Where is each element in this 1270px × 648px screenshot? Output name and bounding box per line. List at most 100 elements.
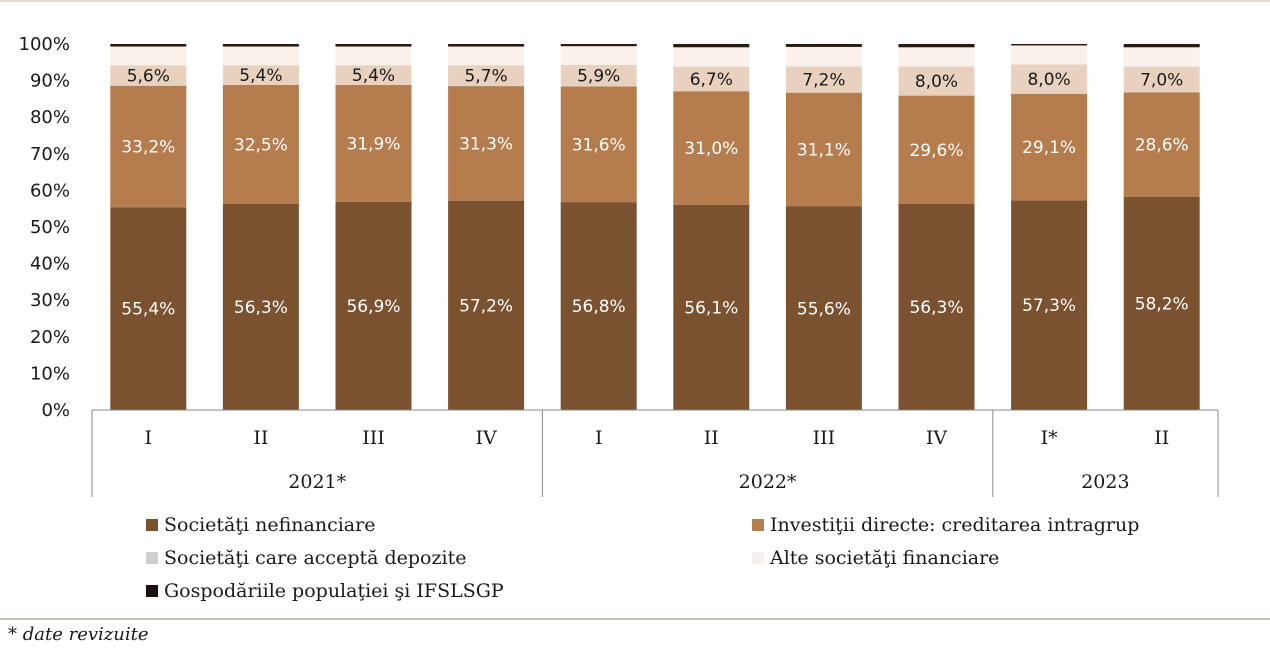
bar-segment [1123, 196, 1200, 410]
legend-swatch-nonfinancial [146, 519, 158, 531]
legend-label-deposit-taking: Societăţi care acceptă depozite [164, 547, 467, 569]
bar-segment [222, 44, 299, 47]
bar-segment [110, 46, 187, 66]
bar-segment [898, 203, 975, 410]
bar-segment [673, 44, 750, 48]
legend-label-households: Gospodăriile populaţiei şi IFSLSGP [164, 580, 504, 602]
data-label: 29,1% [1022, 138, 1076, 158]
bar-segment [110, 65, 187, 86]
bar-segment [1011, 45, 1088, 65]
bar-segment [1011, 64, 1088, 94]
bar-segment [785, 44, 862, 47]
x-group-label: 2021* [288, 471, 346, 493]
bar-segment [222, 84, 299, 204]
data-label: 5,4% [352, 66, 395, 86]
y-tick-label: 10% [30, 363, 70, 384]
bar-segment [1011, 200, 1088, 410]
y-tick-label: 40% [30, 254, 70, 275]
data-label: 5,6% [127, 66, 170, 86]
bar-segment [110, 44, 187, 47]
y-tick-label: 70% [30, 144, 70, 165]
data-label: 31,0% [684, 139, 738, 159]
x-tick-label: II [704, 427, 719, 449]
x-tick-label: III [813, 427, 836, 449]
bar-segment [448, 86, 525, 201]
x-tick-label: IV [926, 427, 948, 449]
x-tick-label: I [145, 427, 153, 449]
x-tick-label: III [362, 427, 385, 449]
data-label: 57,3% [1022, 296, 1076, 316]
data-label: 33,2% [121, 137, 175, 157]
bar-segment [335, 201, 412, 410]
legend-item-direct-investment: Investiţii directe: creditarea intragrup [752, 514, 1139, 536]
data-label: 31,1% [797, 141, 851, 161]
legend-label-direct-investment: Investiţii directe: creditarea intragrup [770, 514, 1140, 536]
data-label: 56,3% [909, 298, 963, 318]
data-label: 56,1% [684, 298, 738, 318]
data-label: 55,4% [121, 300, 175, 320]
bar-segment [898, 95, 975, 204]
x-tick-label: IV [475, 427, 497, 449]
legend-swatch-deposit-taking [146, 552, 158, 564]
x-tick-label: I [595, 427, 603, 449]
bar-segment [785, 206, 862, 410]
legend-item-deposit-taking: Societăţi care acceptă depozite [146, 547, 466, 569]
bar-segment [222, 46, 299, 66]
bar-segment [1123, 66, 1200, 93]
y-tick-label: 90% [30, 71, 70, 92]
data-label: 56,3% [234, 298, 288, 318]
bar-segment [673, 47, 750, 67]
data-label: 55,6% [797, 299, 851, 319]
data-label: 8,0% [915, 72, 958, 92]
legend-swatch-other-financial [752, 552, 764, 564]
legend-label-nonfinancial: Societăţi nefinanciare [164, 514, 376, 536]
data-label: 7,2% [802, 71, 845, 91]
data-label: 57,2% [459, 296, 513, 316]
data-label: 32,5% [234, 135, 288, 155]
data-label: 31,6% [572, 135, 626, 155]
legend-swatch-households [146, 585, 158, 597]
data-label: 31,3% [459, 134, 513, 154]
bar-segment [673, 91, 750, 205]
bar-segment [673, 204, 750, 410]
bar-segment [560, 202, 637, 410]
bar-segment [448, 44, 525, 47]
bar-segment [898, 66, 975, 96]
bar-segment [335, 65, 412, 85]
footnote: * date revizuite [8, 624, 149, 645]
x-tick-label: II [253, 427, 268, 449]
bar-segment [898, 47, 975, 67]
bar-segment [1011, 93, 1088, 201]
bar-segment [448, 46, 525, 66]
bar-segment [335, 44, 412, 47]
bar-segment [1123, 47, 1200, 67]
y-tick-label: 0% [41, 400, 70, 421]
data-label: 8,0% [1027, 70, 1070, 90]
legend-item-households: Gospodăriile populaţiei şi IFSLSGP [146, 580, 504, 602]
bar-segment [560, 44, 637, 47]
legend-item-other-financial: Alte societăţi financiare [752, 547, 999, 569]
bar-segment [1123, 92, 1200, 197]
data-label: 5,9% [577, 67, 620, 87]
bar-segment [448, 200, 525, 410]
bar-segment [335, 84, 412, 202]
x-tick-label: I* [1041, 427, 1059, 449]
bar-segment [785, 92, 862, 207]
data-label: 31,9% [346, 134, 400, 154]
y-tick-label: 80% [30, 107, 70, 128]
y-tick-label: 100% [19, 34, 70, 55]
bar-segment [1011, 44, 1088, 46]
bar-segment [222, 203, 299, 410]
x-group-label: 2023 [1081, 471, 1129, 493]
bar-segment [222, 65, 299, 85]
bar-segment [110, 207, 187, 410]
y-tick-label: 50% [30, 217, 70, 238]
y-tick-label: 30% [30, 290, 70, 311]
legend-swatch-direct-investment [752, 519, 764, 531]
bar-segment [110, 85, 187, 208]
data-label: 56,9% [346, 297, 400, 317]
bar-segment [785, 66, 862, 93]
data-label: 5,7% [464, 67, 507, 87]
data-label: 7,0% [1140, 71, 1183, 91]
legend-label-other-financial: Alte societăţi financiare [770, 547, 1000, 569]
